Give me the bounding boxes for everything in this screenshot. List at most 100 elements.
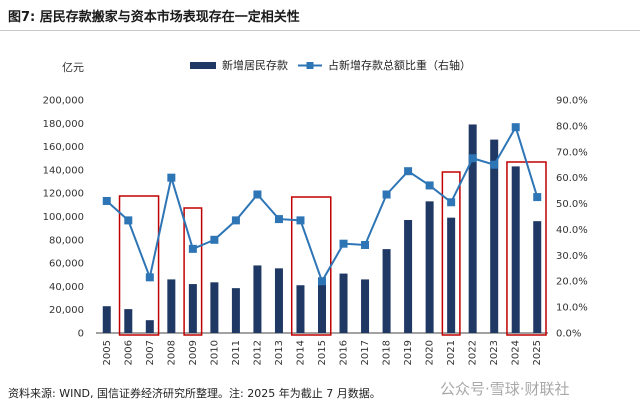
bar (231, 288, 240, 333)
left-axis-tick-label: 60,000 (49, 259, 84, 270)
right-axis-tick-label: 80.0% (556, 121, 588, 132)
highlight-box (118, 195, 160, 336)
bar (124, 309, 133, 333)
x-axis-tick-label: 2025 (532, 340, 543, 365)
bar (318, 284, 326, 333)
line-point (102, 196, 111, 205)
bar (210, 282, 219, 333)
bar (511, 166, 520, 333)
x-axis-tick-label: 2015 (317, 340, 328, 365)
right-axis-tick-label: 0.0% (556, 329, 581, 340)
left-axis-tick-label: 200,000 (43, 96, 84, 107)
watermark: 公众号·雪球·财联社 (440, 380, 570, 398)
left-axis-tick-label: 180,000 (43, 119, 84, 130)
line-point (145, 273, 154, 282)
line-point (468, 154, 477, 163)
legend-bar-label: 新增居民存款 (222, 58, 288, 72)
left-axis-tick-label: 120,000 (43, 189, 84, 200)
x-axis-tick-label: 2006 (123, 340, 134, 365)
x-axis-tick-label: 2023 (489, 340, 500, 365)
left-axis-tick-label: 20,000 (49, 305, 84, 316)
x-axis-tick-label: 2017 (360, 340, 371, 365)
right-axis-tick-label: 40.0% (556, 225, 588, 236)
bar (404, 219, 413, 333)
x-axis-tick-label: 2009 (188, 340, 199, 365)
legend: 新增居民存款 占新增存款总额比重（右轴） (190, 58, 471, 72)
left-axis-tick-label: 0 (78, 329, 84, 340)
x-axis-tick-label: 2014 (295, 340, 306, 365)
line-point (361, 240, 370, 249)
right-axis-tick-label: 60.0% (556, 173, 588, 184)
bar (382, 249, 391, 333)
left-axis-unit: 亿元 (62, 61, 84, 74)
x-axis-tick-label: 2008 (166, 340, 177, 365)
bar (339, 273, 348, 333)
bar (145, 320, 154, 333)
legend-line-label: 占新增存款总额比重（右轴） (328, 58, 471, 72)
line-point (318, 277, 326, 286)
bar (167, 279, 176, 333)
legend-bar-swatch (190, 62, 216, 69)
right-axis-tick-label: 30.0% (556, 251, 588, 262)
bars (102, 124, 542, 333)
right-axis-tick-label: 50.0% (556, 199, 588, 210)
highlight-boxes (118, 161, 547, 336)
line-point (188, 244, 197, 253)
x-axis-tick-label: 2020 (425, 340, 436, 365)
highlight-box (441, 171, 461, 336)
x-axis-tick-label: 2024 (511, 340, 522, 365)
right-axis-tick-label: 70.0% (556, 147, 588, 158)
x-axis-tick-label: 2010 (209, 340, 220, 365)
left-axis-tick-label: 100,000 (43, 212, 84, 223)
title-divider (0, 30, 640, 31)
line-series (102, 123, 542, 286)
chart-title: 图7: 居民存款搬家与资本市场表现存在一定相关性 (8, 10, 300, 25)
highlight-box (183, 207, 203, 336)
bar (447, 217, 456, 333)
legend-line-marker (306, 62, 314, 69)
x-axis-tick-label: 2019 (403, 340, 414, 365)
bar (490, 139, 499, 333)
line-point (447, 198, 456, 207)
bar (253, 265, 262, 333)
bar (533, 221, 542, 333)
line-point (425, 181, 434, 190)
bar (102, 306, 111, 333)
bar (274, 268, 283, 333)
source-note: 资料来源: WIND, 国信证券经济研究所整理。注: 2025 年为截止 7 月… (8, 387, 381, 400)
bar (188, 284, 197, 333)
x-axis-tick-label: 2022 (468, 340, 479, 365)
bar (361, 279, 370, 333)
right-axis-tick-label: 10.0% (556, 303, 588, 314)
line-point (231, 216, 240, 225)
line-point (490, 160, 499, 169)
line-point (296, 216, 305, 225)
x-axis-tick-label: 2018 (382, 340, 393, 365)
line-point (167, 173, 176, 182)
left-axis-tick-label: 40,000 (49, 282, 84, 293)
right-axis-tick-label: 20.0% (556, 277, 588, 288)
x-axis-tick-label: 2013 (274, 340, 285, 365)
line-point (382, 190, 391, 199)
line-point (533, 193, 542, 202)
x-axis-tick-label: 2021 (446, 340, 457, 365)
right-axis-tick-label: 90.0% (556, 96, 588, 107)
line-point (124, 216, 133, 225)
line-point (274, 215, 283, 224)
line-point (339, 239, 348, 248)
x-axis-tick-label: 2007 (145, 340, 156, 365)
line-point (253, 190, 262, 199)
left-axis-tick-label: 160,000 (43, 142, 84, 153)
chart-svg: 新增居民存款 占新增存款总额比重（右轴） 亿元 0 20,000 40,000 60,… (43, 58, 588, 366)
x-axis-tick-label: 2016 (339, 340, 350, 365)
bar (425, 201, 434, 333)
axes: 0 20,000 40,000 60,000 80,000 100,000 120,000 1… (43, 96, 588, 366)
line-point (404, 167, 413, 176)
left-axis-tick-label: 80,000 (49, 235, 84, 246)
bar (296, 285, 305, 333)
line-point (511, 123, 520, 132)
bar (468, 124, 477, 333)
x-axis-tick-label: 2011 (231, 340, 242, 365)
x-axis-tick-label: 2005 (102, 340, 113, 365)
x-axis-tick-label: 2012 (252, 340, 263, 365)
